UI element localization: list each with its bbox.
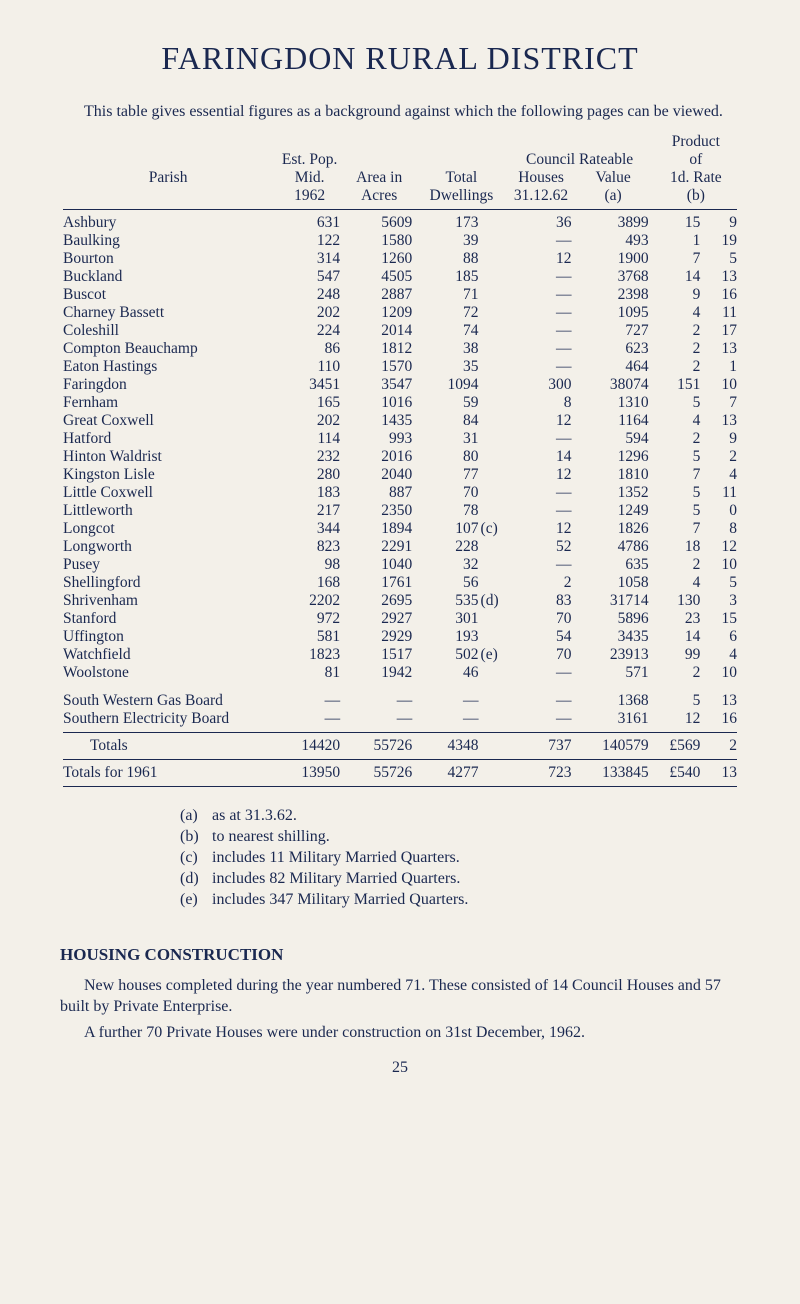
footnote: (c) includes 11 Military Married Quarter… — [180, 849, 740, 867]
table-row: Baulking122158039—493119 — [60, 232, 740, 250]
footnote: (d) includes 82 Military Married Quarter… — [180, 870, 740, 888]
intro-paragraph: This table gives essential figures as a … — [60, 101, 740, 123]
table-row: Uffington5812929193543435146 — [60, 628, 740, 646]
table-row: Buscot248288771—2398916 — [60, 286, 740, 304]
table-row: Longcot3441894107(c)12182678 — [60, 520, 740, 538]
table-row-board: South Western Gas Board————1368513 — [60, 692, 740, 710]
table-row: Coleshill224201474—727217 — [60, 322, 740, 340]
table-row: Littleworth217235078—124950 — [60, 502, 740, 520]
table-row: Hatford11499331—59429 — [60, 430, 740, 448]
table-row: Charney Bassett202120972—1095411 — [60, 304, 740, 322]
table-row: Compton Beauchamp86181238—623213 — [60, 340, 740, 358]
table-row: Fernham1651016598131057 — [60, 394, 740, 412]
table-row: Pusey98104032—635210 — [60, 556, 740, 574]
table-row: Shrivenham22022695535(d)83317141303 — [60, 592, 740, 610]
housing-paragraph-1: New houses completed during the year num… — [60, 975, 740, 1018]
table-row-totals-1961: Totals for 196113950557264277723133845£5… — [60, 764, 740, 782]
table-row: Hinton Waldrist23220168014129652 — [60, 448, 740, 466]
section-heading-housing: HOUSING CONSTRUCTION — [60, 945, 740, 965]
table-row: Longworth82322912285247861812 — [60, 538, 740, 556]
page-number: 25 — [60, 1059, 740, 1077]
table-row: Ashbury6315609173363899159 — [60, 214, 740, 232]
table-row: Kingston Lisle28020407712181074 — [60, 466, 740, 484]
housing-paragraph-2: A further 70 Private Houses were under c… — [60, 1022, 740, 1044]
table-row: Stanford97229273017058962315 — [60, 610, 740, 628]
document-page: { "title": "FARINGDON RURAL DISTRICT", "… — [0, 0, 800, 1304]
table-row-board: Southern Electricity Board————31611216 — [60, 710, 740, 728]
table-row: Shellingford1681761562105845 — [60, 574, 740, 592]
table-row-totals: Totals14420557264348737140579£5692 — [60, 737, 740, 755]
table-row: Buckland5474505185—37681413 — [60, 268, 740, 286]
main-table: ProductEst. Pop.Council RateableofParish… — [60, 133, 740, 791]
table-row: Eaton Hastings110157035—46421 — [60, 358, 740, 376]
page-title: FARINGDON RURAL DISTRICT — [60, 40, 740, 77]
table-row: Watchfield18231517502(e)7023913994 — [60, 646, 740, 664]
table-row: Faringdon3451354710943003807415110 — [60, 376, 740, 394]
footnote: (a) as at 31.3.62. — [180, 807, 740, 825]
footnote: (b) to nearest shilling. — [180, 828, 740, 846]
footnote: (e) includes 347 Military Married Quarte… — [180, 891, 740, 909]
table-row: Woolstone81194246—571210 — [60, 664, 740, 682]
table-row: Little Coxwell18388770—1352511 — [60, 484, 740, 502]
table-row: Great Coxwell202143584121164413 — [60, 412, 740, 430]
footnotes: (a) as at 31.3.62. (b) to nearest shillin… — [180, 807, 740, 909]
table-row: Bourton31412608812190075 — [60, 250, 740, 268]
